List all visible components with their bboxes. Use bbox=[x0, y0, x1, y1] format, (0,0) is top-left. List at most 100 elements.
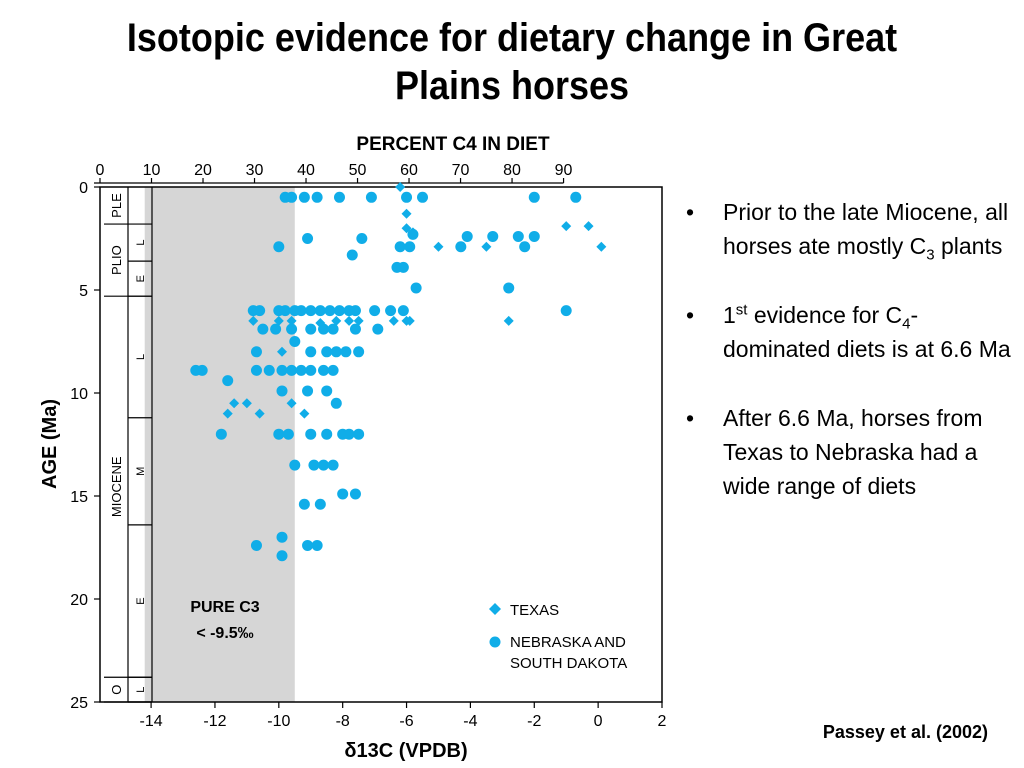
nebraska-point bbox=[324, 305, 336, 317]
nebraska-point bbox=[417, 191, 429, 203]
top-tick-label: 90 bbox=[555, 162, 573, 179]
timescale-layer: PLE PLIO MIOCENE O L E L M E L bbox=[104, 187, 153, 703]
texas-point bbox=[277, 346, 288, 357]
nebraska-point bbox=[295, 364, 307, 376]
nebraska-point bbox=[503, 282, 515, 294]
nebraska-point bbox=[353, 346, 365, 358]
nebraska-point bbox=[302, 233, 314, 244]
top-tick-label: 80 bbox=[503, 162, 521, 179]
chart-frame-layer: PURE C3 < -9.5‰ bbox=[99, 186, 663, 703]
nebraska-point bbox=[276, 364, 288, 376]
top-tick-label: 10 bbox=[143, 162, 161, 179]
nebraska-point bbox=[318, 323, 330, 335]
legend-nebraska-label-2: SOUTH DAKOTA bbox=[510, 655, 627, 672]
shade-label-line1: PURE C3 bbox=[190, 599, 259, 616]
nebraska-point bbox=[512, 230, 524, 242]
nebraska-point bbox=[286, 191, 298, 203]
nebraska-point bbox=[314, 305, 326, 317]
nebraska-point bbox=[321, 385, 333, 397]
nebraska-point bbox=[397, 305, 409, 317]
texas-point bbox=[248, 315, 259, 326]
top-axis-title: PERCENT C4 IN DIET bbox=[356, 134, 550, 155]
y-tick-label: 15 bbox=[70, 489, 88, 506]
citation: Passey et al. (2002) bbox=[822, 722, 988, 742]
nebraska-point bbox=[560, 305, 572, 317]
nebraska-point bbox=[276, 550, 288, 562]
nebraska-point bbox=[404, 241, 416, 253]
nebraska-point bbox=[250, 346, 262, 358]
nebraska-point bbox=[250, 539, 262, 551]
points-layer bbox=[190, 182, 607, 562]
nebraska-point bbox=[372, 323, 384, 335]
nebraska-point bbox=[369, 305, 381, 317]
subepoch-label: E bbox=[135, 597, 147, 604]
y-tick-label: 25 bbox=[70, 695, 88, 712]
nebraska-point bbox=[570, 191, 582, 203]
texas-point bbox=[433, 241, 444, 252]
subepoch-label: L bbox=[135, 354, 147, 360]
texas-point bbox=[401, 208, 412, 219]
subepoch-label: L bbox=[135, 687, 147, 693]
pure-c3-shade bbox=[144, 187, 295, 702]
slide-title: Isotopic evidence for dietary change in … bbox=[126, 16, 898, 108]
nebraska-point bbox=[311, 191, 323, 203]
bullet-list: • Prior to the late Miocene, all horses a… bbox=[682, 195, 1012, 538]
y-tick-label: 5 bbox=[79, 283, 88, 300]
nebraska-point bbox=[295, 305, 307, 317]
nebraska-point bbox=[257, 323, 269, 335]
legend-nebraska-marker bbox=[489, 636, 501, 648]
nebraska-point bbox=[305, 346, 317, 358]
nebraska-point bbox=[346, 249, 358, 261]
nebraska-point bbox=[314, 498, 326, 510]
nebraska-point bbox=[407, 228, 419, 240]
nebraska-point bbox=[365, 191, 377, 203]
nebraska-point bbox=[286, 323, 298, 335]
x-tick-label: -6 bbox=[399, 713, 413, 730]
nebraska-point bbox=[461, 230, 473, 242]
texas-point bbox=[254, 408, 265, 419]
nebraska-point bbox=[305, 323, 317, 335]
texas-point bbox=[388, 315, 399, 326]
nebraska-point bbox=[305, 305, 317, 317]
axes-layer: -14 -12 -10 -8 -6 -4 -2 0 2 δ13C (VPDB) 0 5 10 15 20 25… bbox=[39, 134, 667, 762]
x-axis-title: δ13C (VPDB) bbox=[344, 740, 467, 762]
subepoch-label: M bbox=[135, 467, 147, 476]
y-tick-label: 20 bbox=[70, 592, 88, 609]
nebraska-point bbox=[311, 539, 323, 551]
nebraska-point bbox=[321, 346, 333, 358]
y-axis-title: AGE (Ma) bbox=[39, 399, 61, 489]
nebraska-point bbox=[305, 428, 317, 440]
nebraska-point bbox=[333, 305, 345, 317]
nebraska-point bbox=[273, 241, 285, 253]
nebraska-point bbox=[349, 305, 361, 317]
nebraska-point bbox=[327, 323, 339, 335]
nebraska-point bbox=[455, 241, 467, 253]
texas-point bbox=[583, 221, 594, 232]
y-tick-label: 10 bbox=[70, 386, 88, 403]
nebraska-point bbox=[318, 459, 330, 471]
x-tick-label: 0 bbox=[594, 713, 603, 730]
bullet-item: • Prior to the late Miocene, all horses a… bbox=[686, 199, 1009, 264]
nebraska-point bbox=[302, 385, 314, 397]
nebraska-point bbox=[401, 191, 413, 203]
nebraska-point bbox=[282, 428, 294, 440]
nebraska-point bbox=[289, 336, 301, 347]
nebraska-point bbox=[308, 459, 320, 471]
nebraska-point bbox=[298, 498, 310, 510]
nebraska-point bbox=[528, 230, 540, 242]
texas-point bbox=[229, 398, 240, 409]
top-tick-label: 0 bbox=[96, 162, 105, 179]
nebraska-point bbox=[356, 233, 368, 244]
x-tick-label: -4 bbox=[463, 713, 477, 730]
nebraska-point bbox=[353, 428, 365, 440]
nebraska-point bbox=[519, 241, 531, 253]
nebraska-point bbox=[273, 428, 285, 440]
y-tick-label: 0 bbox=[79, 180, 88, 197]
nebraska-point bbox=[279, 305, 291, 317]
bullet-item: • After 6.6 Ma, horses from Texas to Nebr… bbox=[686, 405, 983, 499]
texas-point bbox=[561, 221, 572, 232]
texas-point bbox=[241, 398, 252, 409]
x-tick-label: -2 bbox=[527, 713, 541, 730]
nebraska-point bbox=[394, 241, 406, 253]
